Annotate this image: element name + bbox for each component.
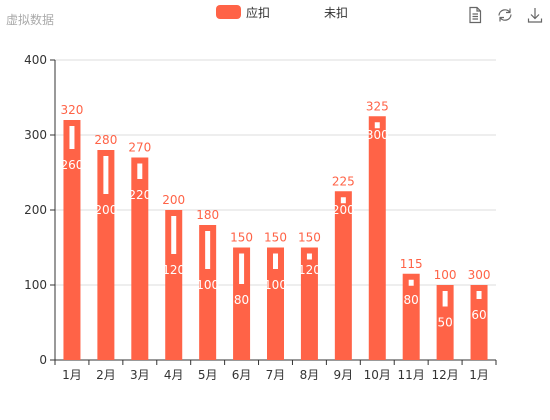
x-tick-label: 8月 <box>300 368 320 382</box>
data-label-weikou: 100 <box>264 278 287 292</box>
data-label-weikou: 50 <box>437 316 452 330</box>
bar-weikou <box>171 216 177 254</box>
data-label-weikou: 100 <box>196 278 219 292</box>
x-tick-label: 1月 <box>469 368 489 382</box>
x-tick-label: 1月 <box>62 368 82 382</box>
data-view-icon[interactable] <box>466 6 484 24</box>
data-label-yingkou: 150 <box>230 231 253 245</box>
x-tick-label: 10月 <box>364 368 391 382</box>
data-label-weikou: 220 <box>128 188 151 202</box>
bar-weikou <box>273 253 278 269</box>
x-tick-label: 5月 <box>198 368 218 382</box>
data-label-weikou: 300 <box>366 128 389 142</box>
bar-weikou <box>442 291 448 307</box>
x-tick-label: 9月 <box>334 368 354 382</box>
data-label-yingkou: 100 <box>434 268 457 282</box>
bar-weikou <box>340 197 346 204</box>
bar-yingkou <box>63 120 81 360</box>
bar-weikou <box>239 253 245 284</box>
x-tick-label: 12月 <box>431 368 458 382</box>
y-tick-label: 0 <box>39 353 47 367</box>
chart-subtitle: 虚拟数据 <box>6 13 55 27</box>
y-tick-label: 400 <box>24 53 47 67</box>
bar-yingkou <box>165 210 183 360</box>
bar-yingkou <box>368 116 386 360</box>
x-tick-label: 6月 <box>232 368 252 382</box>
bar-weikou <box>205 231 211 269</box>
legend-item-weikou[interactable]: 未扣 <box>294 4 348 21</box>
toolbox <box>454 6 544 24</box>
x-tick-label: 3月 <box>130 368 150 382</box>
x-tick-label: 4月 <box>164 368 184 382</box>
refresh-icon[interactable] <box>496 6 514 24</box>
data-label-yingkou: 200 <box>162 193 185 207</box>
legend-label-yingkou: 应扣 <box>246 5 271 20</box>
legend: 应扣 未扣 <box>216 4 372 20</box>
bar-weikou <box>69 126 75 149</box>
data-label-yingkou: 150 <box>298 231 321 245</box>
data-label-weikou: 260 <box>61 158 84 172</box>
x-tick-label: 2月 <box>96 368 116 382</box>
data-label-weikou: 200 <box>332 203 355 217</box>
data-label-yingkou: 225 <box>332 174 355 188</box>
data-label-yingkou: 270 <box>128 141 151 155</box>
bar-weikou <box>374 122 380 129</box>
data-label-yingkou: 325 <box>366 99 389 113</box>
data-label-weikou: 60 <box>471 308 486 322</box>
data-label-weikou: 80 <box>404 293 419 307</box>
bar-yingkou <box>436 285 454 360</box>
data-label-yingkou: 150 <box>264 231 287 245</box>
data-label-weikou: 200 <box>94 203 117 217</box>
legend-label-weikou: 未扣 <box>324 5 349 20</box>
bar-weikou <box>408 279 414 286</box>
data-label-yingkou: 320 <box>61 103 84 117</box>
bar-weikou <box>103 156 109 194</box>
x-tick-label: 11月 <box>398 368 425 382</box>
x-tick-label: 7月 <box>266 368 286 382</box>
legend-item-yingkou[interactable]: 应扣 <box>216 4 270 21</box>
bar-yingkou <box>300 247 318 360</box>
data-label-yingkou: 180 <box>196 208 219 222</box>
bar-yingkou <box>334 191 352 360</box>
download-icon[interactable] <box>526 6 544 24</box>
bar-weikou <box>306 253 312 260</box>
data-label-weikou: 80 <box>234 293 249 307</box>
bar-yingkou <box>267 247 284 360</box>
bar-yingkou <box>233 247 251 360</box>
data-label-yingkou: 115 <box>400 257 423 271</box>
bar-yingkou <box>199 225 217 360</box>
legend-swatch-yingkou <box>216 5 241 19</box>
y-tick-label: 100 <box>24 278 47 292</box>
data-label-weikou: 120 <box>162 263 185 277</box>
bar-yingkou <box>97 150 115 360</box>
bar-weikou <box>476 291 482 299</box>
data-label-weikou: 120 <box>298 263 321 277</box>
data-label-yingkou: 280 <box>94 133 117 147</box>
bar-yingkou <box>131 157 149 360</box>
bar-weikou <box>137 163 143 179</box>
bar-yingkou <box>470 285 488 360</box>
data-label-yingkou: 300 <box>468 268 491 282</box>
y-tick-label: 300 <box>24 128 47 142</box>
y-tick-label: 200 <box>24 203 47 217</box>
bar-yingkou <box>402 273 420 360</box>
